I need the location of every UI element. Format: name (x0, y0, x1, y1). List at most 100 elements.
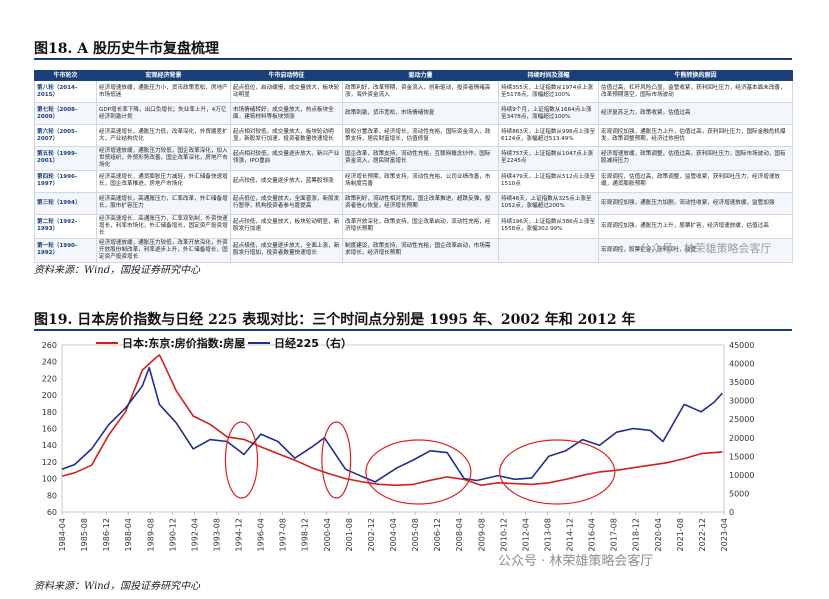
x-axis-tick-label: 1998-12 (301, 518, 310, 551)
table-cell-round: 第五轮（1999-2001） (34, 146, 97, 171)
table-cell-duration: 持续196天，上证指数从386点上涨至1558点，涨幅302.99% (498, 213, 599, 239)
x-axis-tick-label: 2016-04 (588, 518, 597, 551)
x-axis-tick-label: 1997-08 (279, 518, 288, 551)
right-axis-tick-label: 5000 (729, 489, 749, 498)
table-cell-start: 起点极低，成交量逐步放大，全面上涨，新股发行增加，投资者数量快速增长 (230, 237, 343, 263)
x-axis-tick-label: 2023-04 (720, 518, 729, 551)
x-axis-tick-label: 2008-04 (455, 518, 464, 551)
right-axis-tick-label: 30000 (729, 397, 754, 406)
x-axis-tick-label: 2013-08 (543, 518, 552, 551)
table-row: 第八轮（2014-2015） 经济增速放缓，通胀压力小，货币政策宽松，房地产市场低… (34, 80, 793, 103)
table-row: 第六轮（2005-2007） 经济高速增长，通胀压力低，改革深化，外贸顺差扩大，产… (34, 124, 793, 147)
x-axis-tick-label: 1984-04 (58, 518, 67, 551)
x-axis-tick-label: 1985-08 (80, 518, 89, 551)
highlight-ellipse (321, 421, 352, 499)
x-axis-tick-label: 1986-12 (102, 518, 111, 551)
right-axis-tick-label: 0 (729, 508, 734, 517)
series-line-0 (61, 354, 723, 487)
x-axis-tick-label: 2000-04 (323, 518, 332, 551)
right-axis-tick-label: 35000 (729, 378, 754, 387)
table-cell-reason: 经济增速放缓，政策调整，估值过高，获利回吐压力，国际市场波动，国有股减持压力 (598, 146, 793, 171)
left-axis-tick-label: 100 (42, 475, 57, 484)
x-axis-tick-label: 1988-04 (124, 518, 133, 551)
left-axis-tick-label: 220 (42, 374, 57, 383)
x-axis-tick-label: 1993-08 (212, 518, 221, 551)
x-axis-tick-label: 2012-04 (521, 518, 530, 551)
table-cell-reason: 宏观调控加强，通胀压力加剧，流动性收紧，经济增速放缓，监管加强 (598, 191, 793, 215)
right-axis-tick-label: 15000 (729, 452, 754, 461)
watermark-bottom: 公众号 · 林荣雄策略会客厅 (498, 554, 654, 569)
watermark-top: 公众号 · 林荣雄策略会客厅 (640, 242, 772, 255)
highlight-ellipse (499, 439, 616, 505)
x-axis-tick-label: 2004-04 (389, 518, 398, 551)
left-axis-tick-label: 60 (47, 508, 57, 517)
x-axis-tick-label: 1996-04 (257, 518, 266, 551)
table-cell-reason: 宏观调控加强，通胀压力上升，股票扩容，经济增速放缓，估值过高 (598, 213, 793, 239)
table-cell-macro: 经济高速增长，高通胀压力，汇率改革，外汇储备增长，股市扩容压力 (96, 191, 231, 215)
table-cell-drive: 股权分置改革，经济增长，流动性充裕，国际资金流入，政策支持，居民财富增长，估值修… (342, 124, 499, 147)
table-cell-reason: 经济复苏乏力，政策收紧，估值过高 (598, 102, 793, 125)
x-axis-tick-label: 2020-04 (654, 518, 663, 551)
table-cell-round: 第七轮（2008-2009） (34, 102, 97, 125)
table-cell-reason: 宏观调控，股票扩容，获利回吐，监管 (598, 237, 793, 263)
table-cell-drive: 国企改革，政策支持，流动性充裕，互联网概念炒作，国际资金流入，居民财富增长 (342, 146, 499, 171)
x-axis-tick-label: 2001-08 (345, 518, 354, 551)
table-cell-reason: 宏观调控加强，通胀压力上升，估值过高，获利回吐压力，国际金融危机爆发，政策调整预… (598, 124, 793, 147)
figure19-source: 资料来源：Wind，国投证券研究中心 (34, 581, 201, 592)
legend-label-0: 日本:东京:房价指数:房屋 (122, 336, 245, 350)
table-row: 第三轮（1994） 经济高速增长，高通胀压力，汇率改革，外汇储备增长，股市扩容压力… (34, 191, 793, 215)
right-axis-tick-label: 20000 (729, 434, 754, 443)
table-cell-duration: 持续757天，上证指数从1047点上涨至2245点 (498, 146, 599, 171)
table-row: 第五轮（1999-2001） 经济增速放缓，通胀压力较低，国企改革深化，加入世贸组… (34, 146, 793, 171)
figure19-rule (34, 329, 792, 331)
plot-frame (61, 344, 725, 513)
table-cell-duration (498, 237, 599, 263)
highlight-ellipse (224, 421, 259, 499)
right-axis-tick-label: 25000 (729, 415, 754, 424)
left-axis-tick-label: 260 (42, 341, 57, 350)
left-axis-tick-label: 200 (42, 391, 57, 400)
table-cell-drive: 制度建设，政策支持，流动性充裕，国企改革启动，市场需求增长，经济增长预期 (342, 237, 499, 263)
x-axis-tick-label: 1990-12 (168, 518, 177, 551)
right-axis-tick-label: 10000 (729, 471, 754, 480)
table-cell-start: 起点低位，成交量放大，全面普涨，新股发行暂停，机构投资者参与度提高 (230, 191, 343, 215)
x-axis-tick-label: 2005-08 (411, 518, 420, 551)
table-cell-duration: 持续46天，上证指数从325点上涨至1052点，涨幅超过200% (498, 191, 599, 215)
x-axis-tick-label: 1992-04 (190, 518, 199, 551)
table-row: 第四轮（1996-1997） 经济高速增长，通货膨胀压力减轻，外汇储备快速增长，国… (34, 169, 793, 193)
figure19-title: 图19. 日本房价指数与日经 225 表现对比：三个时间点分别是 1995 年、… (34, 312, 636, 328)
table-cell-macro: GDP增长率下降，出口负增长；失业率上升，4万亿经济刺激计划 (96, 102, 231, 125)
table-cell-drive: 政策刺激，货币宽松，市场情绪恢复 (342, 102, 499, 125)
right-axis-tick-label: 45000 (729, 341, 754, 350)
figure18-source: 资料来源：Wind，国投证券研究中心 (34, 265, 201, 276)
highlight-ellipse (365, 439, 472, 505)
x-axis-tick-label: 2018-12 (632, 518, 641, 551)
left-axis-tick-label: 240 (42, 358, 57, 367)
table-cell-macro: 经济增速放缓，通胀压力较低，改革开放深化，外资开放股份制改革，利率逐步上升，外汇… (96, 237, 231, 263)
table-cell-start: 市场情绪转好，成交量放大，热点板块全面，建筑材料等板块领涨 (230, 102, 343, 125)
x-axis-tick-label: 2022-12 (698, 518, 707, 551)
table-row: 第二轮（1992-1993） 经济高速增长，高通胀压力，汇率双轨制，外资快速增长，… (34, 213, 793, 239)
left-axis-tick-label: 80 (47, 491, 57, 500)
table-cell-duration: 持续9个月，上证指数从1664点上涨至3478点，涨幅超过100% (498, 102, 599, 125)
table-cell-round: 第三轮（1994） (34, 191, 97, 215)
table-cell-duration: 持续863天，上证指数从998点上涨至6124点，涨幅超过513.49% (498, 124, 599, 147)
table-row: 第七轮（2008-2009） GDP增长率下降，出口负增长；失业率上升，4万亿经济… (34, 102, 793, 125)
table-cell-drive: 政策利好，流动性相对宽松，国企改革推进，超跌反弹，投资者信心恢复，经济增长预期 (342, 191, 499, 215)
x-axis-tick-label: 2002-12 (367, 518, 376, 551)
legend-label-1: 日经225（右） (274, 336, 352, 350)
table-cell-drive: 改革开放深化，政策支持，国企改革启动，流动性充裕，经济增长预期 (342, 213, 499, 239)
x-axis-tick-label: 2006-12 (433, 518, 442, 551)
x-axis-tick-label: 2021-08 (676, 518, 685, 551)
table-cell-macro: 经济高速增长，通胀压力低，改革深化，外贸顺差扩大，产业结构优化 (96, 124, 231, 147)
x-axis-tick-label: 2017-08 (610, 518, 619, 551)
table-cell-start: 起点相对较低，成交量逐步放大，新兴产业领涨，IPO重启 (230, 146, 343, 171)
left-axis-tick-label: 140 (42, 441, 57, 450)
right-axis-tick-label: 40000 (729, 360, 754, 369)
left-axis-tick-label: 160 (42, 425, 57, 434)
x-axis-tick-label: 1989-08 (146, 518, 155, 551)
bull-market-table: 牛市轮次 宏观经济背景 牛市启动特征 驱动力量 持续时间及涨幅 牛熊转换的原因 … (34, 70, 793, 263)
series-line-1 (61, 366, 723, 483)
figure18-title: 图18. A 股历史牛市复盘梳理 (34, 41, 219, 57)
